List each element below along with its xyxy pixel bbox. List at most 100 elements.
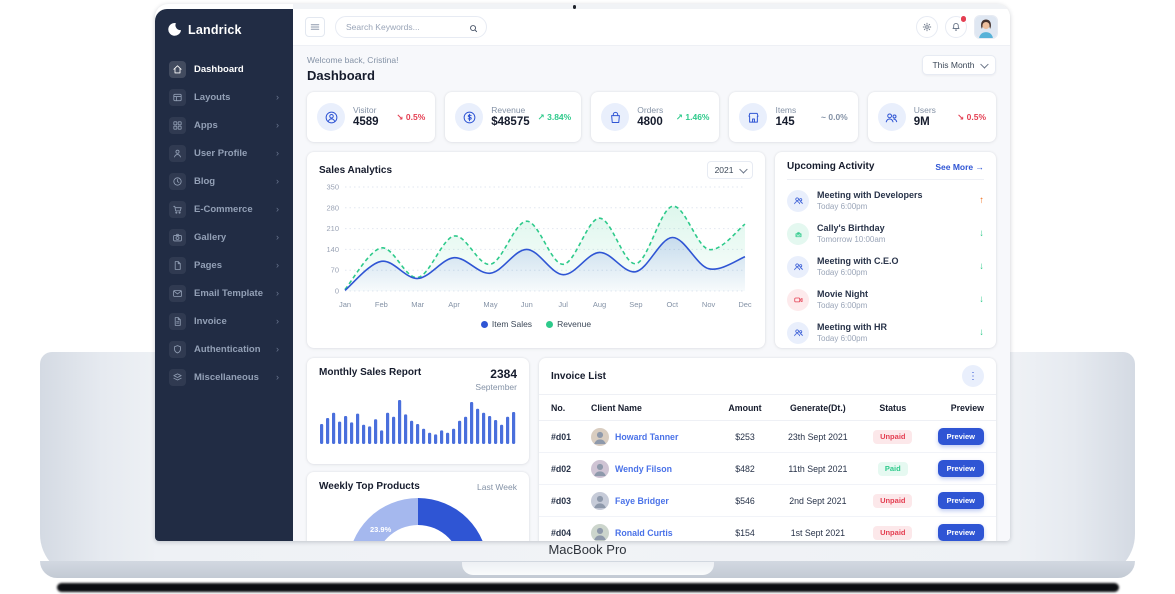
status-badge: Unpaid <box>873 525 913 540</box>
activity-item-movie-night[interactable]: Movie Night Today 6:00pm ↓ <box>787 283 984 316</box>
svg-text:140: 140 <box>326 245 339 254</box>
year-selector[interactable]: 2021 <box>706 161 753 179</box>
svg-text:Dec: Dec <box>738 300 752 309</box>
arrow-down-icon: ↓ <box>979 261 984 272</box>
client-name-link[interactable]: Faye Bridger <box>615 495 669 506</box>
preview-button[interactable]: Preview <box>937 460 984 477</box>
column-header-status: Status <box>879 402 907 413</box>
visitor-icon <box>317 103 345 131</box>
sidebar-item-layouts[interactable]: Layouts › <box>167 83 281 111</box>
chevron-right-icon: › <box>276 147 279 158</box>
brand-name: Landrick <box>188 22 242 37</box>
settings-gear-button[interactable] <box>916 16 938 38</box>
activity-item-meeting-with-hr[interactable]: Meeting with HR Today 6:00pm ↓ <box>787 316 984 348</box>
webcam-dot <box>572 5 577 9</box>
clock-icon <box>169 172 186 190</box>
sales-analytics-card: Sales Analytics 2021 0 70 140 210 280 350 Jan F… <box>307 152 765 348</box>
svg-text:Sep: Sep <box>629 300 642 309</box>
client-name-link[interactable]: Ronald Curtis <box>615 527 673 538</box>
preview-button[interactable]: Preview <box>937 524 984 541</box>
client-name-link[interactable]: Howard Tanner <box>615 431 679 442</box>
weekly-top-products-card: Weekly Top Products Last Week 23.9% 38.5… <box>307 472 529 541</box>
stat-card-orders: Orders 4800 ↗ 1.46% <box>591 92 720 142</box>
preview-button[interactable]: Preview <box>937 428 984 445</box>
see-more-link[interactable]: See More → <box>935 161 984 172</box>
legend-item-revenue: Revenue <box>546 319 591 329</box>
sidebar-item-e-commerce[interactable]: E-Commerce › <box>167 195 281 223</box>
people-icon <box>787 189 809 212</box>
mail-icon <box>169 284 186 302</box>
brand-logo[interactable]: Landrick <box>167 20 281 41</box>
arrow-up-icon: ↑ <box>979 195 984 206</box>
sales-analytics-chart: 0 70 140 210 280 350 Jan Feb Mar Apr May Jun Jul Aug S… <box>319 179 753 318</box>
user-avatar[interactable] <box>974 15 998 39</box>
period-selector[interactable]: This Month <box>922 55 996 75</box>
activity-item-meeting-with-c-e-o[interactable]: Meeting with C.E.O Today 6:00pm ↓ <box>787 250 984 283</box>
people-icon <box>787 255 809 278</box>
client-avatar <box>591 523 609 541</box>
laptop-shadow <box>57 583 1119 592</box>
activity-item-cally-s-birthday[interactable]: Cally's Birthday Tomorrow 10:00am ↓ <box>787 217 984 250</box>
invoice-table-body: #d01 Howard Tanner $253 23th Sept 2021 Unpai… <box>539 421 996 541</box>
layout-icon <box>169 88 186 106</box>
cart-icon <box>169 200 186 218</box>
sidebar-item-dashboard[interactable]: Dashboard <box>167 55 281 83</box>
sidebar-item-authentication[interactable]: Authentication › <box>167 335 281 363</box>
file-icon <box>169 256 186 274</box>
camera-icon <box>169 228 186 246</box>
chevron-right-icon: › <box>276 231 279 242</box>
arrow-down-icon: ↓ <box>979 327 984 338</box>
chevron-down-icon <box>739 165 747 174</box>
invoice-row-d01: #d01 Howard Tanner $253 23th Sept 2021 Unpai… <box>539 421 996 453</box>
monthly-sales-total: 2384 <box>490 367 517 381</box>
laptop-lid-notch <box>461 562 714 575</box>
bezel-strip <box>293 4 1010 9</box>
svg-text:Oct: Oct <box>666 300 679 309</box>
donut-label-light: 23.9% <box>370 525 392 534</box>
client-avatar <box>591 491 609 510</box>
users-icon <box>877 103 906 131</box>
sidebar-item-miscellaneous[interactable]: Miscellaneous › <box>167 363 281 391</box>
trend-indicator: ↗ 3.84% <box>537 111 572 122</box>
hamburger-menu-button[interactable] <box>305 17 325 37</box>
svg-text:350: 350 <box>326 183 339 192</box>
arrow-down-icon: ↓ <box>979 228 984 239</box>
invoice-row-d02: #d02 Wendy Filson $482 11th Sept 2021 Paid Pr… <box>539 453 996 485</box>
shield-icon <box>169 340 186 358</box>
sidebar-item-pages[interactable]: Pages › <box>167 251 281 279</box>
svg-text:Apr: Apr <box>448 300 460 309</box>
client-avatar <box>591 427 609 446</box>
trend-indicator: ↘ 0.5% <box>957 111 986 122</box>
stat-card-users: Users 9M ↘ 0.5% <box>867 92 996 142</box>
sidebar-item-apps[interactable]: Apps › <box>167 111 281 139</box>
activity-title: Upcoming Activity <box>787 161 875 172</box>
chevron-right-icon: › <box>276 287 279 298</box>
bottom-row: Monthly Sales Report 2384 September Week… <box>307 358 996 541</box>
invoice-options-button[interactable]: ⋮ <box>962 365 984 387</box>
sidebar-item-user-profile[interactable]: User Profile › <box>167 139 281 167</box>
client-name-link[interactable]: Wendy Filson <box>615 463 673 474</box>
sidebar-item-email-template[interactable]: Email Template › <box>167 279 281 307</box>
activity-item-meeting-with-developers[interactable]: Meeting with Developers Today 6:00pm ↑ <box>787 184 984 217</box>
preview-button[interactable]: Preview <box>937 492 984 509</box>
status-badge: Unpaid <box>873 429 913 444</box>
stat-card-revenue: Revenue $48575 ↗ 3.84% <box>445 92 582 142</box>
sidebar-item-blog[interactable]: Blog › <box>167 167 281 195</box>
svg-text:210: 210 <box>326 224 339 233</box>
stat-card-items: Items 145 ~ 0.0% <box>729 92 858 142</box>
svg-text:Jul: Jul <box>558 300 568 309</box>
orders-icon <box>601 103 630 131</box>
monthly-sales-bar-chart <box>319 392 517 449</box>
laptop-screen: Landrick Dashboard Layouts › Apps › User Prof… <box>155 4 1010 541</box>
column-header-no: No. <box>551 402 566 413</box>
invoice-row-d04: #d04 Ronald Curtis $154 1st Sept 2021 Unpaid… <box>539 517 996 541</box>
items-icon <box>739 103 768 131</box>
sidebar-item-invoice[interactable]: Invoice › <box>167 307 281 335</box>
svg-text:Jan: Jan <box>339 300 351 309</box>
sidebar-menu: Dashboard Layouts › Apps › User Profile › Blog ›… <box>167 55 281 391</box>
search-input[interactable] <box>335 16 487 38</box>
notifications-bell-button[interactable] <box>945 15 967 38</box>
sidebar-item-gallery[interactable]: Gallery › <box>167 223 281 251</box>
invoice-row-d03: #d03 Faye Bridger $546 2nd Sept 2021 Unpaid P… <box>539 485 996 517</box>
